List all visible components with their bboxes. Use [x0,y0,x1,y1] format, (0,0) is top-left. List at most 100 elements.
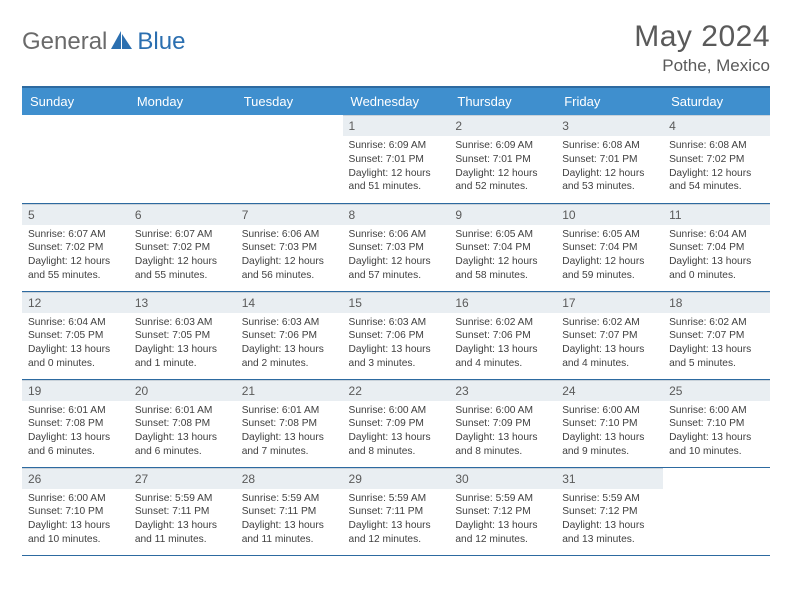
calendar-empty-cell [129,115,236,203]
calendar-day-cell: 21Sunrise: 6:01 AMSunset: 7:08 PMDayligh… [236,379,343,467]
calendar-day-cell: 26Sunrise: 6:00 AMSunset: 7:10 PMDayligh… [22,467,129,555]
calendar-table: SundayMondayTuesdayWednesdayThursdayFrid… [22,86,770,556]
day-number: 22 [343,380,450,401]
page-header: General Blue May 2024 Pothe, Mexico [22,20,770,76]
calendar-day-cell: 4Sunrise: 6:08 AMSunset: 7:02 PMDaylight… [663,115,770,203]
day-number: 13 [129,292,236,313]
day-number: 1 [343,115,450,136]
day-detail: Sunrise: 5:59 AMSunset: 7:11 PMDaylight:… [343,489,450,551]
calendar-day-cell: 10Sunrise: 6:05 AMSunset: 7:04 PMDayligh… [556,203,663,291]
day-number: 17 [556,292,663,313]
brand-logo: General Blue [22,20,185,56]
day-number: 28 [236,468,343,489]
day-number: 14 [236,292,343,313]
day-detail: Sunrise: 6:00 AMSunset: 7:09 PMDaylight:… [449,401,556,463]
day-detail: Sunrise: 5:59 AMSunset: 7:11 PMDaylight:… [236,489,343,551]
calendar-day-cell: 15Sunrise: 6:03 AMSunset: 7:06 PMDayligh… [343,291,450,379]
calendar-empty-cell [22,115,129,203]
day-number: 18 [663,292,770,313]
calendar-day-cell: 8Sunrise: 6:06 AMSunset: 7:03 PMDaylight… [343,203,450,291]
day-number: 9 [449,204,556,225]
day-detail: Sunrise: 6:00 AMSunset: 7:10 PMDaylight:… [556,401,663,463]
calendar-day-cell: 25Sunrise: 6:00 AMSunset: 7:10 PMDayligh… [663,379,770,467]
day-detail: Sunrise: 6:03 AMSunset: 7:05 PMDaylight:… [129,313,236,375]
day-number: 7 [236,204,343,225]
day-detail: Sunrise: 5:59 AMSunset: 7:12 PMDaylight:… [556,489,663,551]
calendar-day-cell: 27Sunrise: 5:59 AMSunset: 7:11 PMDayligh… [129,467,236,555]
day-detail: Sunrise: 5:59 AMSunset: 7:12 PMDaylight:… [449,489,556,551]
calendar-empty-cell [663,467,770,555]
calendar-week-row: 26Sunrise: 6:00 AMSunset: 7:10 PMDayligh… [22,467,770,555]
calendar-day-cell: 18Sunrise: 6:02 AMSunset: 7:07 PMDayligh… [663,291,770,379]
day-detail: Sunrise: 6:07 AMSunset: 7:02 PMDaylight:… [22,225,129,287]
calendar-day-cell: 28Sunrise: 5:59 AMSunset: 7:11 PMDayligh… [236,467,343,555]
day-detail: Sunrise: 6:08 AMSunset: 7:01 PMDaylight:… [556,136,663,198]
weekday-header: Wednesday [343,87,450,115]
calendar-day-cell: 3Sunrise: 6:08 AMSunset: 7:01 PMDaylight… [556,115,663,203]
day-number: 3 [556,115,663,136]
weekday-header: Tuesday [236,87,343,115]
brand-part1: General [22,28,107,56]
weekday-header-row: SundayMondayTuesdayWednesdayThursdayFrid… [22,87,770,115]
day-number: 25 [663,380,770,401]
day-detail: Sunrise: 6:02 AMSunset: 7:06 PMDaylight:… [449,313,556,375]
weekday-header: Friday [556,87,663,115]
calendar-week-row: 19Sunrise: 6:01 AMSunset: 7:08 PMDayligh… [22,379,770,467]
calendar-day-cell: 6Sunrise: 6:07 AMSunset: 7:02 PMDaylight… [129,203,236,291]
day-number: 2 [449,115,556,136]
day-detail: Sunrise: 6:07 AMSunset: 7:02 PMDaylight:… [129,225,236,287]
day-number: 4 [663,115,770,136]
calendar-day-cell: 23Sunrise: 6:00 AMSunset: 7:09 PMDayligh… [449,379,556,467]
calendar-day-cell: 16Sunrise: 6:02 AMSunset: 7:06 PMDayligh… [449,291,556,379]
day-number: 15 [343,292,450,313]
calendar-day-cell: 14Sunrise: 6:03 AMSunset: 7:06 PMDayligh… [236,291,343,379]
calendar-day-cell: 17Sunrise: 6:02 AMSunset: 7:07 PMDayligh… [556,291,663,379]
brand-part2: Blue [137,28,185,56]
calendar-day-cell: 5Sunrise: 6:07 AMSunset: 7:02 PMDaylight… [22,203,129,291]
day-detail: Sunrise: 6:06 AMSunset: 7:03 PMDaylight:… [236,225,343,287]
day-number: 30 [449,468,556,489]
calendar-day-cell: 30Sunrise: 5:59 AMSunset: 7:12 PMDayligh… [449,467,556,555]
weekday-header: Monday [129,87,236,115]
day-number: 24 [556,380,663,401]
calendar-day-cell: 1Sunrise: 6:09 AMSunset: 7:01 PMDaylight… [343,115,450,203]
weekday-header: Saturday [663,87,770,115]
day-detail: Sunrise: 6:03 AMSunset: 7:06 PMDaylight:… [236,313,343,375]
calendar-week-row: 12Sunrise: 6:04 AMSunset: 7:05 PMDayligh… [22,291,770,379]
calendar-page: General Blue May 2024 Pothe, Mexico Sund… [0,0,792,566]
location-label: Pothe, Mexico [634,56,770,76]
day-detail: Sunrise: 6:00 AMSunset: 7:10 PMDaylight:… [663,401,770,463]
day-detail: Sunrise: 6:00 AMSunset: 7:09 PMDaylight:… [343,401,450,463]
calendar-day-cell: 29Sunrise: 5:59 AMSunset: 7:11 PMDayligh… [343,467,450,555]
day-detail: Sunrise: 6:06 AMSunset: 7:03 PMDaylight:… [343,225,450,287]
calendar-day-cell: 2Sunrise: 6:09 AMSunset: 7:01 PMDaylight… [449,115,556,203]
day-detail: Sunrise: 6:05 AMSunset: 7:04 PMDaylight:… [556,225,663,287]
day-number: 5 [22,204,129,225]
day-number: 26 [22,468,129,489]
day-number: 21 [236,380,343,401]
day-number: 20 [129,380,236,401]
calendar-day-cell: 22Sunrise: 6:00 AMSunset: 7:09 PMDayligh… [343,379,450,467]
calendar-day-cell: 13Sunrise: 6:03 AMSunset: 7:05 PMDayligh… [129,291,236,379]
day-number: 11 [663,204,770,225]
day-number: 10 [556,204,663,225]
calendar-week-row: 1Sunrise: 6:09 AMSunset: 7:01 PMDaylight… [22,115,770,203]
calendar-day-cell: 9Sunrise: 6:05 AMSunset: 7:04 PMDaylight… [449,203,556,291]
day-detail: Sunrise: 6:00 AMSunset: 7:10 PMDaylight:… [22,489,129,551]
day-number: 29 [343,468,450,489]
calendar-week-row: 5Sunrise: 6:07 AMSunset: 7:02 PMDaylight… [22,203,770,291]
weekday-header: Thursday [449,87,556,115]
calendar-day-cell: 31Sunrise: 5:59 AMSunset: 7:12 PMDayligh… [556,467,663,555]
day-number: 8 [343,204,450,225]
day-detail: Sunrise: 6:04 AMSunset: 7:05 PMDaylight:… [22,313,129,375]
day-number: 23 [449,380,556,401]
day-detail: Sunrise: 6:05 AMSunset: 7:04 PMDaylight:… [449,225,556,287]
day-detail: Sunrise: 6:02 AMSunset: 7:07 PMDaylight:… [663,313,770,375]
day-detail: Sunrise: 6:02 AMSunset: 7:07 PMDaylight:… [556,313,663,375]
sail-icon [109,29,135,56]
month-title: May 2024 [634,20,770,54]
day-number: 6 [129,204,236,225]
day-detail: Sunrise: 6:04 AMSunset: 7:04 PMDaylight:… [663,225,770,287]
day-detail: Sunrise: 6:08 AMSunset: 7:02 PMDaylight:… [663,136,770,198]
calendar-day-cell: 11Sunrise: 6:04 AMSunset: 7:04 PMDayligh… [663,203,770,291]
